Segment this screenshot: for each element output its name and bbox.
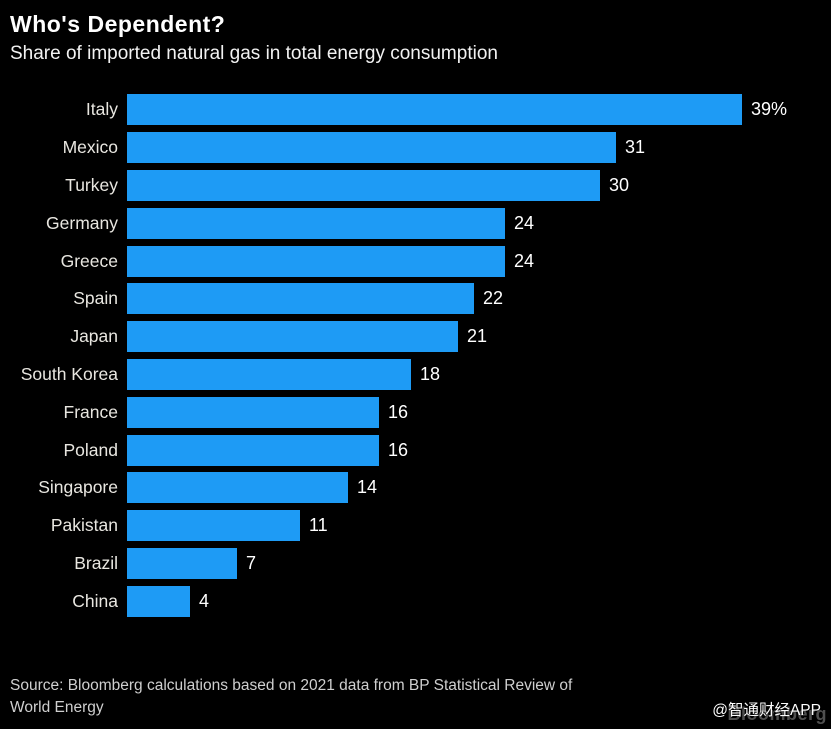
bloomberg-logo: Bloomberg	[727, 704, 827, 724]
category-label: Turkey	[65, 174, 118, 195]
category-label: Germany	[46, 212, 118, 233]
value-label: 24	[514, 250, 535, 271]
bar	[127, 132, 616, 164]
bar-track: 21	[127, 318, 831, 356]
source-line-1: Source: Bloomberg calculations based on …	[10, 677, 573, 694]
bar	[127, 585, 190, 617]
category-label: Brazil	[74, 552, 118, 573]
value-label: 22	[483, 288, 504, 309]
bar-track: 14	[127, 469, 831, 507]
value-label: 14	[357, 477, 378, 498]
category-label: Mexico	[62, 137, 118, 158]
bar-row: China 4	[0, 582, 831, 620]
bar	[127, 358, 411, 390]
value-label: 11	[309, 515, 328, 536]
bar-row: Germany 24	[0, 204, 831, 242]
bar-row: Japan 21	[0, 318, 831, 356]
category-label: China	[72, 590, 118, 611]
bar-row: Mexico 31	[0, 129, 831, 167]
source-line-2: World Energy	[10, 699, 104, 716]
bar-row: Poland 16	[0, 431, 831, 469]
bar-track: 31	[127, 129, 831, 167]
value-label: 7	[246, 552, 257, 573]
bar-row: France 16	[0, 393, 831, 431]
bar-row: South Korea 18	[0, 356, 831, 394]
value-label: 16	[388, 439, 409, 460]
value-label: 31	[625, 137, 646, 158]
bar	[127, 94, 742, 126]
bar-row: Singapore 14	[0, 469, 831, 507]
bar	[127, 207, 505, 239]
category-label: Japan	[70, 326, 118, 347]
bar	[127, 321, 458, 353]
bar-row: Pakistan 11	[0, 507, 831, 545]
bar-track: 16	[127, 431, 831, 469]
chart-header: Who's Dependent? Share of imported natur…	[10, 10, 821, 67]
bar	[127, 434, 379, 466]
category-label: Spain	[73, 288, 118, 309]
bar	[127, 283, 474, 315]
bar	[127, 510, 300, 542]
watermark: Bloomberg @智通财经APP	[687, 699, 827, 725]
bar-row: Italy 39%	[0, 91, 831, 129]
value-label: 24	[514, 212, 535, 233]
bar-track: 11	[127, 507, 831, 545]
value-label: 4	[199, 590, 210, 611]
bar-track: 22	[127, 280, 831, 318]
value-label: 21	[467, 326, 488, 347]
bar	[127, 472, 348, 504]
value-label: 18	[420, 363, 441, 384]
bar-row: Greece 24	[0, 242, 831, 280]
watermark-overlay: @智通财经APP	[712, 702, 821, 719]
value-label: 30	[609, 174, 630, 195]
bar	[127, 547, 237, 579]
category-label: Pakistan	[50, 515, 118, 536]
category-label: South Korea	[20, 363, 118, 384]
category-label: Poland	[63, 439, 119, 460]
bar-row: Brazil 7	[0, 545, 831, 583]
value-label: 39%	[751, 99, 788, 120]
bar-track: 30	[127, 167, 831, 205]
bar-track: 7	[127, 545, 831, 583]
bar-row: Turkey 30	[0, 167, 831, 205]
value-label: 16	[388, 401, 409, 422]
bar-rows: Italy 39% Mexico 31 Turkey 30 Germany 24 Greece 2…	[0, 91, 831, 620]
bar	[127, 169, 600, 201]
bar	[127, 245, 505, 277]
bar-chart: Italy 39% Mexico 31 Turkey 30 Germany 24 Greece 2…	[0, 91, 831, 620]
bar-track: 24	[127, 242, 831, 280]
chart-subtitle: Share of imported natural gas in total e…	[10, 43, 498, 64]
chart-title: Who's Dependent?	[10, 11, 226, 37]
bar-track: 4	[127, 582, 831, 620]
category-label: France	[63, 401, 118, 422]
category-label: Singapore	[38, 477, 118, 498]
source-note: Source: Bloomberg calculations based on …	[10, 675, 700, 719]
bar-track: 24	[127, 204, 831, 242]
category-label: Greece	[60, 250, 118, 271]
bar-row: Spain 22	[0, 280, 831, 318]
bar-track: 39%	[127, 91, 831, 129]
category-label: Italy	[85, 99, 118, 120]
bar	[127, 396, 379, 428]
bar-track: 18	[127, 356, 831, 394]
bar-track: 16	[127, 393, 831, 431]
